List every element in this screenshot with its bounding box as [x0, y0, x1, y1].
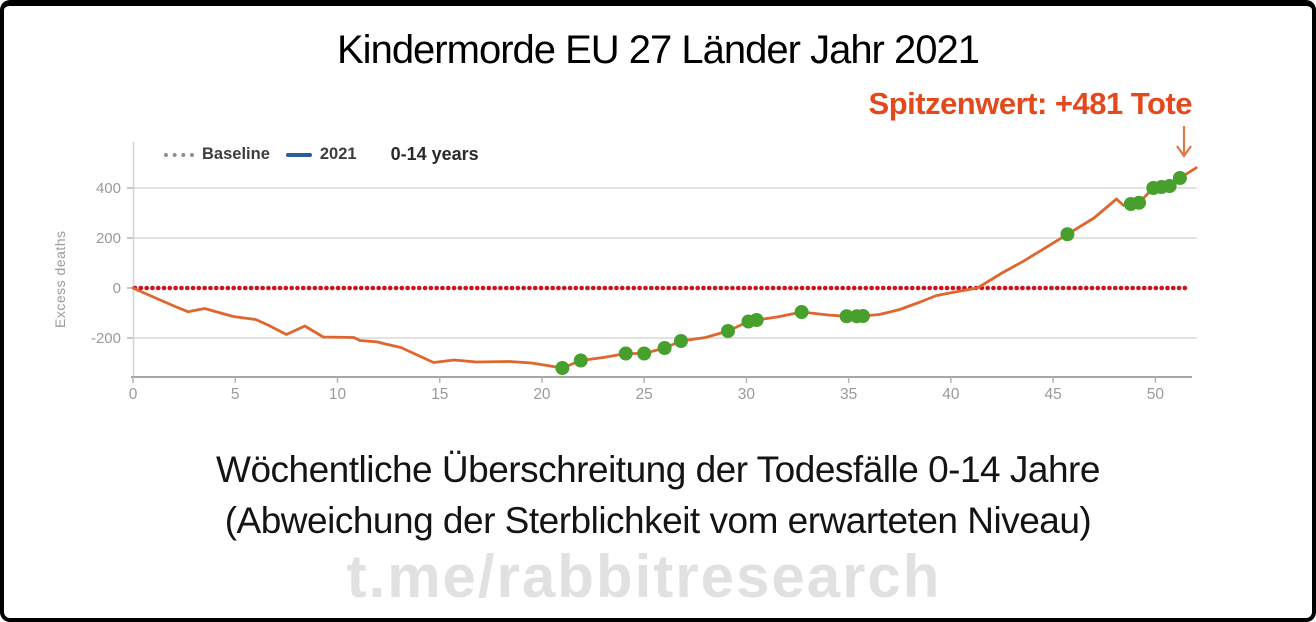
- x-tick-label: 30: [738, 386, 756, 403]
- page-title: Kindermorde EU 27 Länder Jahr 2021: [337, 28, 980, 72]
- x-tick-label: 20: [533, 386, 551, 403]
- y-tick-label: -200: [91, 330, 121, 347]
- legend-age-group-label: 0-14 years: [390, 144, 479, 164]
- series-2021-swatch-icon: [285, 152, 312, 157]
- highlight-dot: [673, 334, 688, 348]
- peak-arrowhead-icon: [1176, 145, 1192, 158]
- x-tick-label: 0: [129, 386, 138, 403]
- highlight-dot: [618, 346, 633, 361]
- y-tick-label: 400: [96, 180, 121, 197]
- x-tick-label: 25: [636, 386, 653, 403]
- baseline-dotted-swatch-icon: [164, 152, 194, 157]
- x-tick-label: 45: [1044, 386, 1061, 403]
- caption-line-1: Wöchentliche Überschreitung der Todesfäl…: [216, 449, 1100, 490]
- highlight-dot: [1172, 171, 1187, 185]
- x-tick-label: 35: [840, 386, 857, 403]
- peak-annotation: Spitzenwert: +481 Tote: [868, 86, 1193, 121]
- highlight-dot: [657, 341, 672, 355]
- legend-baseline-label: Baseline: [202, 145, 270, 163]
- excess-deaths-chart: -200 0 200 400 0 5 10 15 20 25 30 35 40 45 50: [91, 126, 1198, 403]
- x-tick-label: 40: [942, 386, 960, 403]
- x-tick-label: 5: [231, 386, 240, 403]
- highlight-dot: [749, 313, 764, 327]
- y-tick-label: 200: [96, 230, 121, 247]
- highlight-dot: [555, 361, 570, 375]
- highlight-dot: [794, 305, 809, 319]
- x-tick-label: 50: [1147, 386, 1165, 403]
- chart-caption: Wöchentliche Überschreitung der Todesfäl…: [4, 444, 1312, 546]
- highlight-dot: [1162, 179, 1177, 193]
- chart-legend: Baseline 2021 0-14 years: [164, 144, 479, 165]
- x-tick-label: 10: [329, 386, 347, 403]
- highlight-dot: [721, 324, 736, 338]
- highlight-dot: [1060, 227, 1075, 242]
- highlight-dot: [637, 346, 652, 361]
- watermark: t.me/rabbitresearch: [346, 543, 942, 610]
- highlight-dot: [1131, 195, 1146, 210]
- highlight-dot: [839, 309, 854, 324]
- x-tick-label: 15: [431, 386, 448, 403]
- highlight-dot: [855, 309, 870, 323]
- caption-line-2: (Abweichung der Sterblichkeit vom erwart…: [224, 500, 1092, 541]
- y-tick-label: 0: [113, 280, 121, 297]
- highlight-dot: [573, 353, 588, 368]
- legend-2021-label: 2021: [319, 145, 357, 163]
